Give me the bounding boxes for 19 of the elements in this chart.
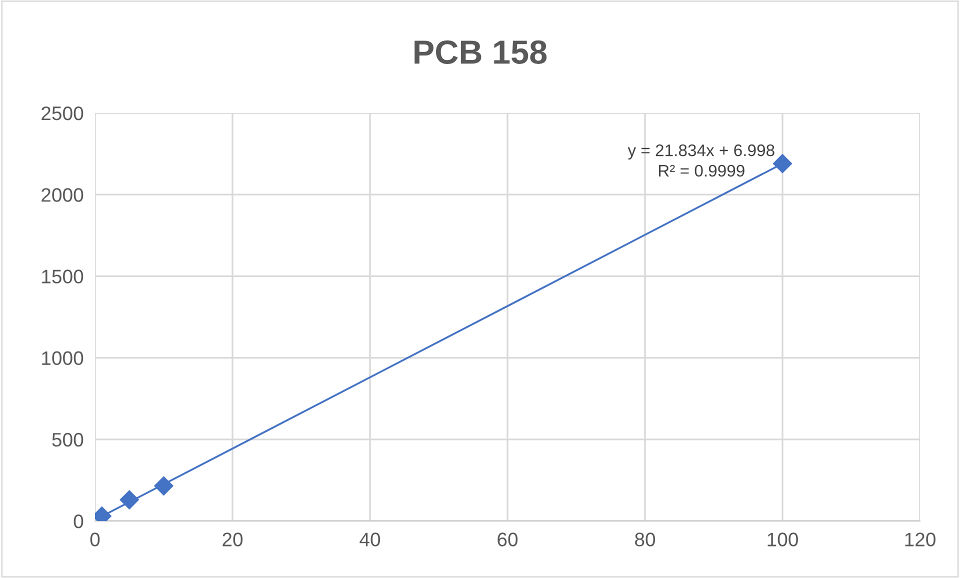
- y-tick-label: 0: [74, 514, 84, 528]
- y-tick-label: 500: [52, 432, 84, 447]
- point: [120, 490, 139, 510]
- x-tick-label: 120: [905, 532, 936, 546]
- x-tick-label: 80: [635, 532, 656, 546]
- point: [772, 154, 792, 174]
- y-tick-label: 1500: [42, 270, 84, 284]
- y-tick-label: 1000: [42, 351, 84, 366]
- annotation: R² = 0.9999: [658, 164, 744, 177]
- annotation: y = 21.834x + 6.998: [628, 144, 774, 160]
- x-tick-label: 60: [498, 532, 518, 546]
- x-tick-label: 100: [768, 532, 798, 546]
- x-tick-label: 20: [222, 532, 243, 546]
- y-tick-label: 2000: [42, 188, 84, 202]
- x-tick-label: 0: [90, 532, 100, 546]
- x-tick-label: 40: [360, 532, 380, 546]
- y-tick-label: 2500: [42, 106, 84, 120]
- point: [154, 476, 174, 496]
- chart-title: PCB 158: [414, 40, 547, 64]
